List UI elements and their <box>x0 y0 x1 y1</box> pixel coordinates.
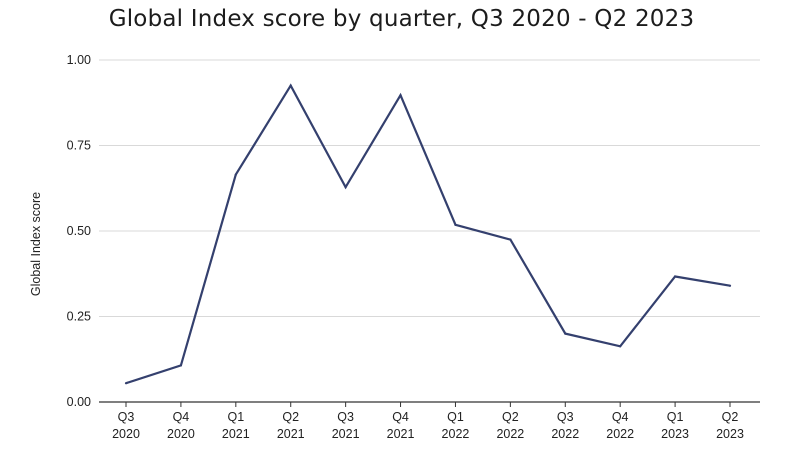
x-tick-label: Q3 2021 <box>332 410 360 441</box>
x-tick-label: Q1 2023 <box>661 410 689 441</box>
x-tick-label: Q2 2021 <box>277 410 305 441</box>
axes <box>99 401 760 407</box>
data-point <box>728 284 732 287</box>
tick-labels: 0.00 0.25 0.50 0.75 1.00 Q3 2020 Q4 2020 Q1 2021 Q2… <box>67 53 744 441</box>
y-tick-label: 0.75 <box>67 139 91 153</box>
data-point <box>399 94 402 97</box>
data-point <box>673 275 677 278</box>
data-point <box>124 382 128 385</box>
data-point <box>564 332 567 335</box>
data-point <box>234 173 237 176</box>
chart-title: Global Index score by quarter, Q3 2020 -… <box>108 6 695 32</box>
x-tick-label: Q1 2021 <box>222 410 250 441</box>
x-tick-label: Q4 2022 <box>606 410 634 441</box>
x-tick-label: Q3 2020 <box>112 410 140 441</box>
gridlines <box>99 59 760 317</box>
y-axis-title: Global Index score <box>29 192 43 296</box>
y-tick-label: 0.25 <box>67 310 91 324</box>
data-point <box>289 84 292 87</box>
data-point <box>179 364 183 367</box>
series-line <box>125 83 731 385</box>
data-point <box>619 345 622 348</box>
y-tick-label: 0.00 <box>67 395 91 409</box>
x-tick-label: Q4 2020 <box>167 410 195 441</box>
x-tick-label: Q1 2022 <box>442 410 470 441</box>
x-tick-label: Q2 2022 <box>496 410 524 441</box>
data-point <box>454 223 457 226</box>
x-tick-label: Q2 2023 <box>716 410 744 441</box>
x-tick-label: Q4 2021 <box>387 410 415 441</box>
series <box>124 83 732 385</box>
data-point <box>509 238 512 241</box>
y-tick-label: 1.00 <box>67 53 91 67</box>
data-point <box>344 186 347 189</box>
y-tick-label: 0.50 <box>67 224 91 238</box>
x-tick-label: Q3 2022 <box>551 410 579 441</box>
